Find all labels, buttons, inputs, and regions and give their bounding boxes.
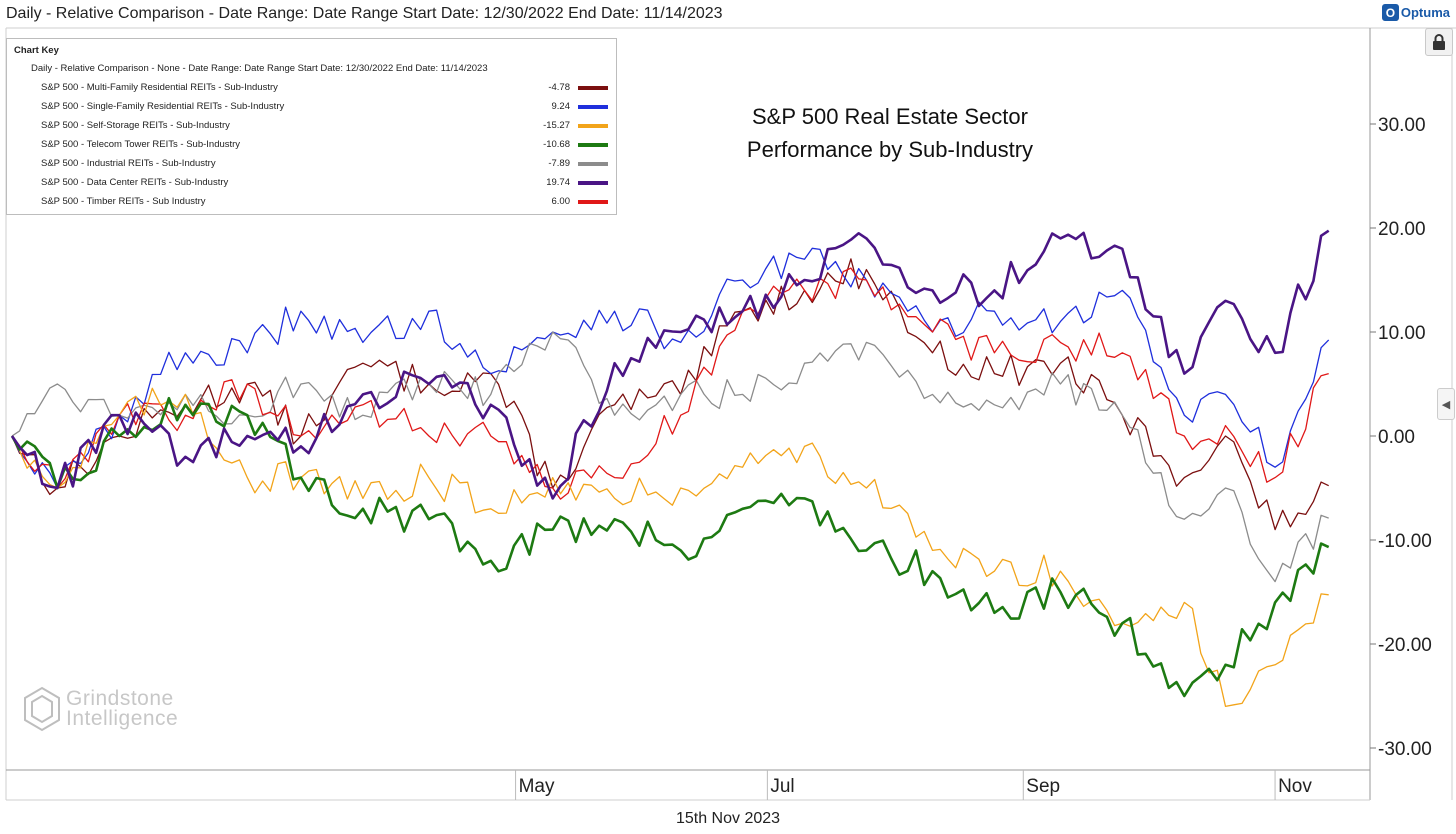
x-axis: May Jul Sep Nov	[515, 770, 1312, 800]
x-tick-label: Nov	[1278, 776, 1312, 797]
x-tick-label: Jul	[770, 776, 794, 797]
optuma-logo-icon: O	[1381, 4, 1399, 21]
y-tick-label: -10.00	[1378, 531, 1432, 552]
legend-label: S&P 500 - Telecom Tower REITs - Sub-Indu…	[41, 139, 241, 150]
legend-swatch	[578, 162, 608, 166]
legend-value: -15.27	[543, 120, 570, 131]
y-tick-label: 20.00	[1378, 219, 1426, 240]
y-tick-label: 30.00	[1378, 115, 1426, 136]
lock-icon	[1433, 34, 1445, 50]
watermark-line-1: Grindstone	[66, 687, 174, 710]
legend-swatch	[578, 124, 608, 128]
series-line[interactable]	[11, 387, 1329, 708]
chart-title-line-1: S&P 500 Real Estate Sector	[752, 104, 1028, 129]
x-tick-label: May	[519, 776, 555, 797]
legend-entry[interactable]: S&P 500 - Single-Family Residential REIT…	[7, 101, 618, 117]
grindstone-watermark: Grindstone Intelligence	[22, 686, 178, 732]
series-line[interactable]	[10, 396, 1330, 698]
legend-swatch	[578, 143, 608, 147]
lock-button[interactable]	[1425, 28, 1453, 56]
legend-value: -4.78	[548, 82, 570, 93]
chart-key-heading: Chart Key	[14, 45, 59, 56]
legend-entry[interactable]: S&P 500 - Industrial REITs - Sub-Industr…	[7, 158, 618, 174]
x-tick-label: Sep	[1026, 776, 1060, 797]
legend-label: S&P 500 - Data Center REITs - Sub-Indust…	[41, 177, 229, 188]
chart-key-subtitle: Daily - Relative Comparison - None - Dat…	[31, 63, 488, 74]
legend-swatch	[578, 105, 608, 109]
legend-swatch	[578, 200, 608, 204]
series-line[interactable]	[11, 331, 1329, 583]
legend-value: -7.89	[548, 158, 570, 169]
legend-label: S&P 500 - Industrial REITs - Sub-Industr…	[41, 158, 216, 169]
legend-label: S&P 500 - Single-Family Residential REIT…	[41, 101, 285, 112]
hexagon-logo-icon	[24, 686, 60, 732]
y-tick-label: -20.00	[1378, 635, 1432, 656]
y-axis: 30.00 20.00 10.00 0.00 -10.00 -20.00 -30.00	[1370, 115, 1432, 760]
legend-swatch	[578, 181, 608, 185]
legend-label: S&P 500 - Multi-Family Residential REITs…	[41, 82, 278, 93]
legend-label: S&P 500 - Timber REITs - Sub Industry	[41, 196, 206, 207]
legend-label: S&P 500 - Self-Storage REITs - Sub-Indus…	[41, 120, 230, 131]
chevron-left-icon: ◀	[1441, 398, 1451, 411]
chart-header-title: Daily - Relative Comparison - Date Range…	[6, 5, 723, 22]
legend-value: 19.74	[546, 177, 570, 188]
optuma-brand[interactable]: O Optuma	[1381, 4, 1450, 21]
legend-value: 6.00	[551, 196, 571, 207]
watermark-line-2: Intelligence	[66, 707, 179, 730]
legend-value: 9.24	[551, 101, 571, 112]
legend-entry[interactable]: S&P 500 - Self-Storage REITs - Sub-Indus…	[7, 120, 618, 136]
brand-name: Optuma	[1400, 5, 1450, 20]
chart-key-legend[interactable]: Chart Key Daily - Relative Comparison - …	[6, 38, 617, 215]
legend-entry[interactable]: S&P 500 - Timber REITs - Sub Industry 6.…	[7, 196, 618, 212]
series-layer	[10, 229, 1330, 708]
footer-date: 15th Nov 2023	[675, 810, 781, 827]
legend-entry[interactable]: S&P 500 - Telecom Tower REITs - Sub-Indu…	[7, 139, 618, 155]
watermark-text: Grindstone Intelligence	[66, 687, 179, 730]
legend-entry[interactable]: S&P 500 - Data Center REITs - Sub-Indust…	[7, 177, 618, 193]
series-line[interactable]	[11, 258, 1329, 531]
series-line[interactable]	[11, 247, 1330, 489]
legend-swatch	[578, 86, 608, 90]
y-tick-label: 10.00	[1378, 323, 1426, 344]
series-line[interactable]	[10, 229, 1330, 500]
series-line[interactable]	[11, 267, 1329, 500]
y-tick-label: -30.00	[1378, 739, 1432, 760]
chart-title-line-2: Performance by Sub-Industry	[746, 137, 1034, 162]
chart-title: S&P 500 Real Estate Sector Performance b…	[690, 100, 1090, 166]
side-panel-toggle[interactable]: ◀	[1437, 388, 1455, 420]
y-tick-label: 0.00	[1378, 427, 1415, 448]
legend-entry[interactable]: S&P 500 - Multi-Family Residential REITs…	[7, 82, 618, 98]
legend-value: -10.68	[543, 139, 570, 150]
